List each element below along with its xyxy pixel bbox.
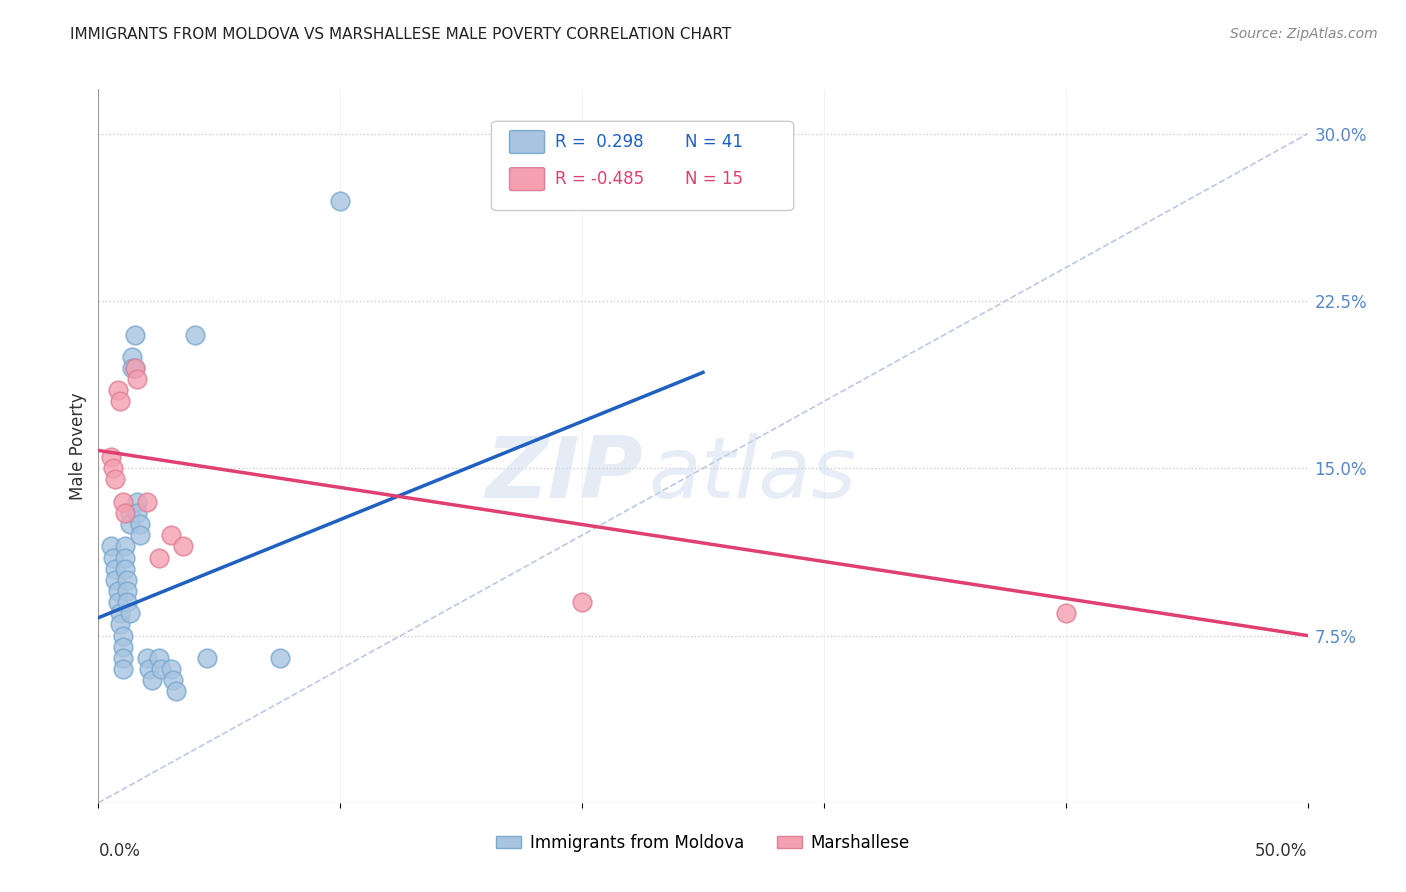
Point xyxy=(138,662,160,676)
Point xyxy=(135,494,157,508)
Point xyxy=(269,651,291,665)
Text: ZIP: ZIP xyxy=(485,433,643,516)
Point xyxy=(141,673,163,687)
Y-axis label: Male Poverty: Male Poverty xyxy=(69,392,87,500)
Point xyxy=(100,450,122,464)
Point xyxy=(148,651,170,665)
Text: N = 15: N = 15 xyxy=(685,170,742,188)
Point xyxy=(111,640,134,654)
Point xyxy=(1054,607,1077,621)
Point xyxy=(195,651,218,665)
Point xyxy=(135,651,157,665)
Point xyxy=(108,394,131,409)
Point xyxy=(117,583,139,598)
Point xyxy=(172,539,194,553)
Text: 0.0%: 0.0% xyxy=(98,842,141,860)
Point xyxy=(111,628,134,642)
Point xyxy=(104,562,127,576)
Point xyxy=(128,516,150,531)
Point xyxy=(184,327,207,342)
Point xyxy=(117,595,139,609)
Point xyxy=(117,573,139,587)
Text: R =  0.298: R = 0.298 xyxy=(555,133,644,151)
Point xyxy=(118,516,141,531)
Text: IMMIGRANTS FROM MOLDOVA VS MARSHALLESE MALE POVERTY CORRELATION CHART: IMMIGRANTS FROM MOLDOVA VS MARSHALLESE M… xyxy=(70,27,731,42)
Point xyxy=(114,562,136,576)
Point xyxy=(111,494,134,508)
FancyBboxPatch shape xyxy=(509,168,544,191)
Text: 50.0%: 50.0% xyxy=(1256,842,1308,860)
Point xyxy=(121,360,143,375)
FancyBboxPatch shape xyxy=(492,121,793,211)
Point xyxy=(101,461,124,475)
Text: N = 41: N = 41 xyxy=(685,133,742,151)
Point xyxy=(329,194,352,208)
Point xyxy=(101,550,124,565)
Point xyxy=(107,384,129,398)
Point xyxy=(111,662,134,676)
Point xyxy=(121,350,143,364)
Point xyxy=(111,651,134,665)
Point xyxy=(114,550,136,565)
Point xyxy=(108,617,131,632)
Point xyxy=(107,595,129,609)
Text: Source: ZipAtlas.com: Source: ZipAtlas.com xyxy=(1230,27,1378,41)
Point xyxy=(124,327,146,342)
Point xyxy=(124,360,146,375)
Point xyxy=(160,528,183,542)
Point xyxy=(127,494,149,508)
FancyBboxPatch shape xyxy=(509,130,544,153)
Point xyxy=(114,506,136,520)
Point xyxy=(118,506,141,520)
Point xyxy=(127,372,149,386)
Point xyxy=(104,573,127,587)
Point xyxy=(127,506,149,520)
Point xyxy=(160,662,183,676)
Point xyxy=(114,539,136,553)
Point xyxy=(162,673,184,687)
Text: atlas: atlas xyxy=(648,433,856,516)
Point xyxy=(128,528,150,542)
Point xyxy=(148,550,170,565)
Point xyxy=(108,607,131,621)
Point xyxy=(107,583,129,598)
Point xyxy=(571,595,593,609)
Point xyxy=(124,360,146,375)
Legend: Immigrants from Moldova, Marshallese: Immigrants from Moldova, Marshallese xyxy=(489,828,917,859)
Point xyxy=(165,684,187,698)
Point xyxy=(100,539,122,553)
Point xyxy=(150,662,173,676)
Point xyxy=(104,473,127,487)
Point xyxy=(118,607,141,621)
Text: R = -0.485: R = -0.485 xyxy=(555,170,644,188)
